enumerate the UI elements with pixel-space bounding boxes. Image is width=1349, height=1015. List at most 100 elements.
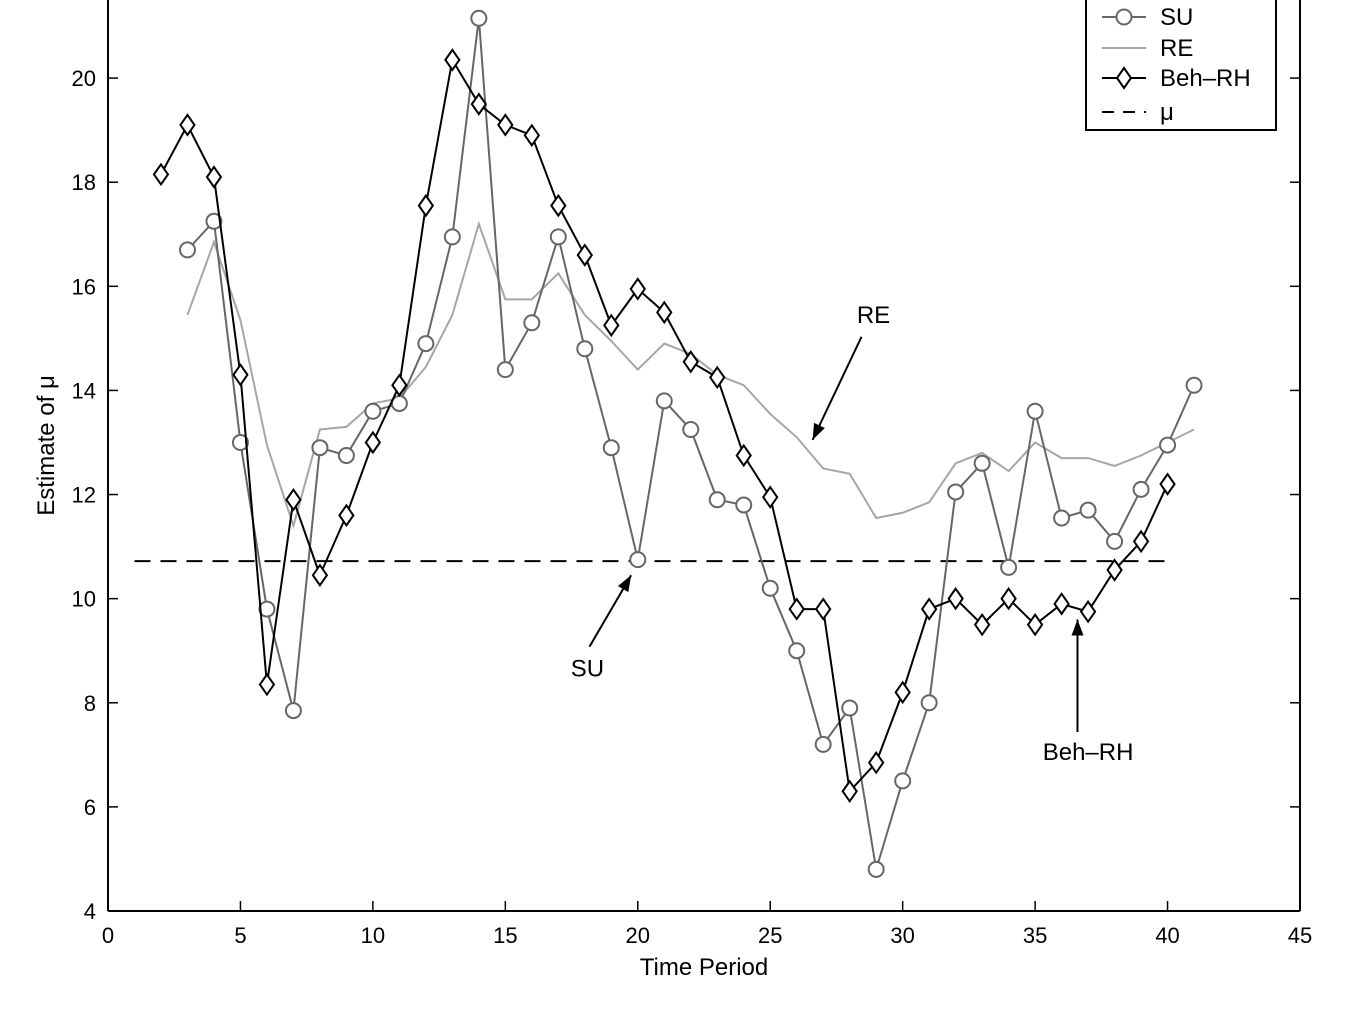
annotation-arrow-head: [1071, 619, 1084, 636]
data-point: [576, 243, 594, 267]
data-point: [417, 193, 435, 218]
data-point: [682, 350, 699, 374]
legend-item-su: SU: [1102, 4, 1193, 31]
data-point: [735, 443, 752, 468]
data-point: [178, 241, 196, 259]
x-tick-label: 5: [234, 923, 246, 948]
legend: SU RE Beh–RH μ: [1085, 0, 1277, 131]
data-point: [1115, 66, 1133, 90]
data-point: [284, 702, 302, 720]
data-point: [894, 772, 912, 790]
annotations: RE SU Beh–RH: [571, 302, 1134, 766]
data-point: [947, 483, 965, 501]
data-point: [947, 586, 964, 611]
legend-item-mu: μ: [1102, 99, 1174, 126]
data-point: [841, 779, 858, 804]
y-tick-label: 16: [72, 274, 96, 299]
data-point: [1106, 532, 1124, 550]
data-point: [364, 430, 382, 455]
y-tick-label: 4: [84, 899, 96, 924]
data-point: [1115, 8, 1133, 26]
data-point: [841, 699, 859, 717]
data-point: [523, 314, 541, 332]
y-tick-label: 8: [84, 691, 96, 716]
data-point: [470, 92, 488, 116]
data-point: [364, 402, 382, 420]
data-point: [1053, 509, 1071, 527]
series-line: [160, 57, 1169, 794]
data-point: [867, 750, 885, 775]
data-point: [311, 439, 329, 457]
data-point: [1132, 529, 1150, 554]
data-point: [603, 313, 620, 338]
x-tick-label: 20: [626, 923, 650, 948]
data-point: [549, 228, 567, 246]
data-point: [285, 488, 302, 512]
data-point: [867, 860, 885, 878]
data-point: [1159, 472, 1176, 496]
series-beh-rh: [152, 48, 1176, 804]
legend-label: SU: [1160, 4, 1193, 31]
data-point: [602, 439, 620, 457]
data-point: [443, 228, 461, 246]
data-point: [1132, 480, 1150, 498]
data-point: [444, 48, 461, 72]
data-point: [629, 277, 646, 301]
data-point: [682, 420, 700, 438]
data-point: [761, 579, 779, 597]
x-tick-label: 15: [493, 923, 517, 948]
x-tick-label: 40: [1155, 923, 1179, 948]
annotation: Beh–RH: [1043, 619, 1134, 766]
data-point: [814, 597, 832, 621]
x-axis-title: Time Period: [640, 954, 768, 981]
data-point: [523, 123, 541, 148]
y-tick-label: 10: [72, 587, 96, 612]
legend-label: μ: [1160, 99, 1174, 126]
data-point: [391, 373, 408, 397]
data-point: [1026, 402, 1044, 420]
data-point: [735, 496, 753, 514]
data-point: [656, 300, 673, 325]
data-point: [232, 363, 249, 387]
x-tick-label: 30: [890, 923, 914, 948]
data-point: [920, 694, 938, 712]
data-point: [1079, 501, 1097, 519]
x-tick-label: 35: [1023, 923, 1047, 948]
legend-item-re: RE: [1102, 35, 1193, 62]
data-point: [894, 680, 911, 705]
x-tick-label: 45: [1288, 923, 1312, 948]
annotation: SU: [571, 574, 633, 683]
data-point: [205, 212, 223, 230]
data-point: [496, 361, 514, 379]
annotation-label: SU: [571, 656, 604, 683]
data-point: [708, 491, 726, 509]
data-point: [1079, 599, 1097, 624]
data-point: [205, 165, 223, 189]
data-point: [179, 113, 196, 137]
series-re: [186, 220, 1195, 530]
data-point: [629, 551, 647, 569]
annotation-arrow-head: [617, 575, 632, 593]
y-tick-label: 14: [72, 378, 96, 403]
data-point: [1106, 558, 1123, 582]
data-point: [788, 597, 805, 621]
annotation-arrow-line: [811, 336, 863, 441]
data-point: [814, 735, 832, 753]
data-point: [1053, 592, 1070, 616]
data-point: [920, 597, 938, 621]
data-point: [1000, 558, 1018, 576]
data-point: [1026, 612, 1044, 637]
axes: 0 5 10 15 20 25 30 35 40 45 4 6 8 10 12 14 16 18 20 Time Pe…: [33, 0, 1312, 981]
annotation-label: Beh–RH: [1043, 739, 1134, 766]
data-point: [1159, 436, 1177, 454]
legend-label: Beh–RH: [1160, 65, 1251, 92]
data-point: [311, 563, 329, 587]
data-point: [1185, 376, 1203, 394]
data-point: [497, 113, 514, 137]
data-point: [470, 9, 488, 27]
data-point: [655, 392, 673, 410]
data-point: [550, 193, 567, 218]
data-point: [1000, 586, 1017, 611]
y-axis-title: Estimate of μ: [33, 375, 60, 516]
data-point: [709, 365, 726, 390]
